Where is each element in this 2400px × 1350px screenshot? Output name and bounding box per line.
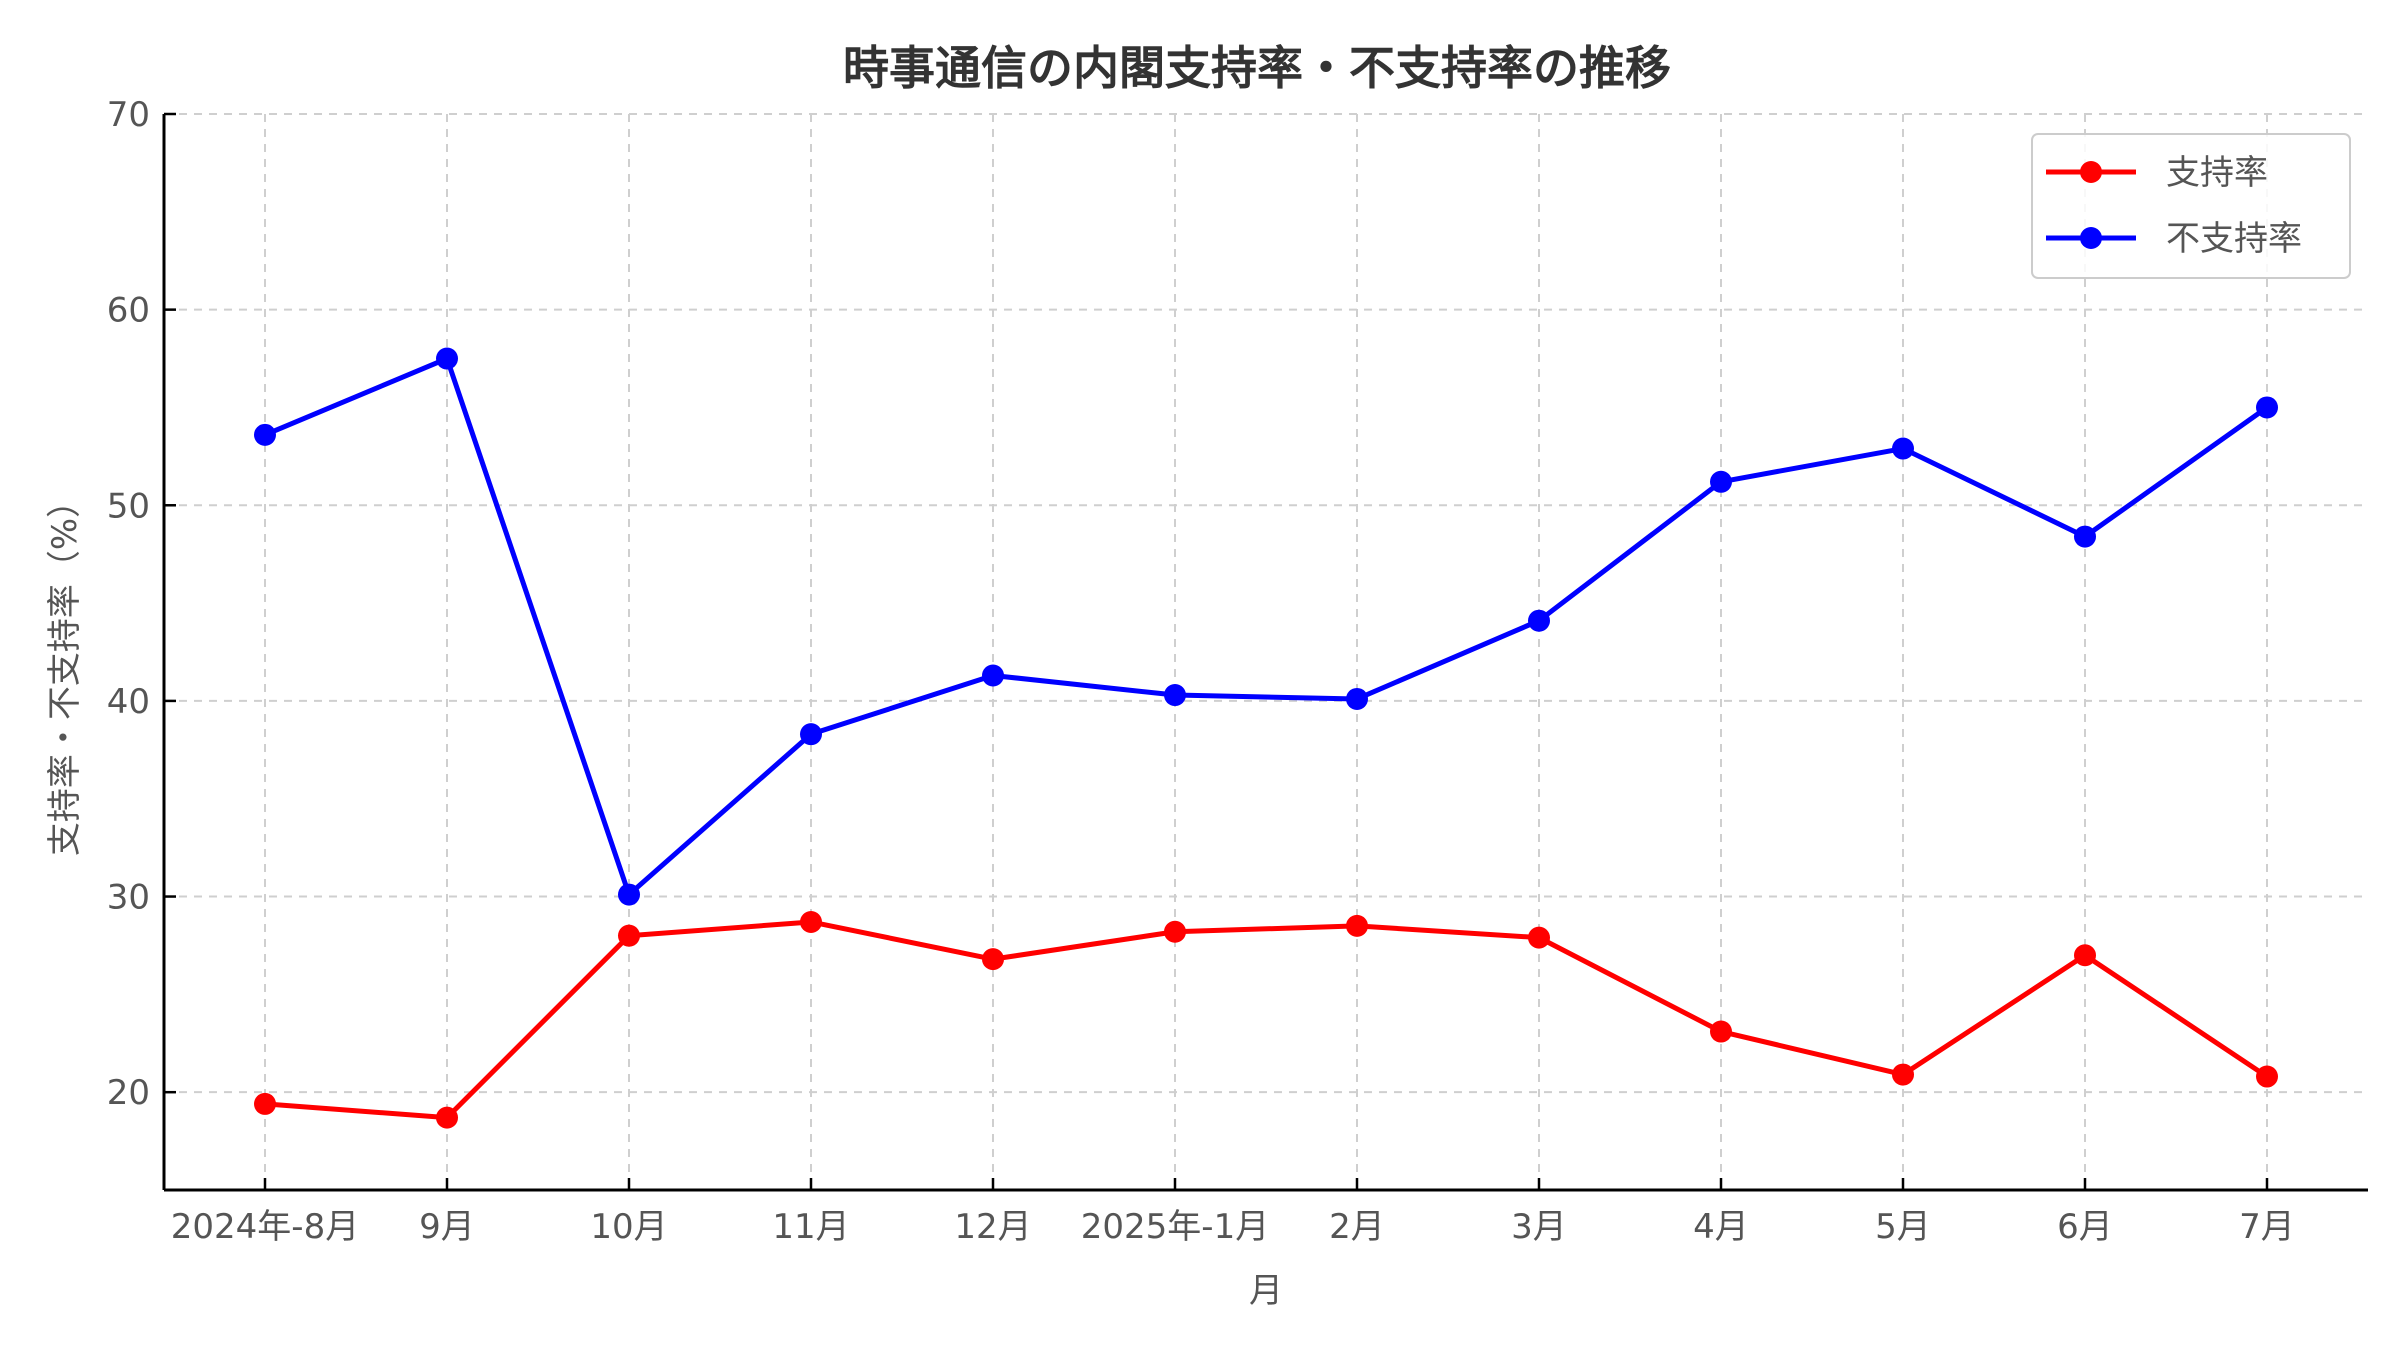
x-tick-label: 5月 xyxy=(1875,1207,1931,1247)
tick-labels: 20 30 40 50 60 70 2024年-8月 9月 10月 11月 12月 2025年-1月 2… xyxy=(107,95,2295,1247)
x-tick-label: 7月 xyxy=(2239,1207,2295,1247)
x-tick-label: 2025年-1月 xyxy=(1081,1207,1269,1247)
data-point xyxy=(1528,609,1550,632)
x-tick-label: 4月 xyxy=(1693,1207,1749,1247)
x-tick-label: 2024年-8月 xyxy=(171,1207,359,1247)
x-axis-label: 月 xyxy=(1249,1271,1283,1311)
data-point xyxy=(1164,920,1186,943)
x-tick-label: 2月 xyxy=(1329,1207,1385,1247)
y-tick-label: 20 xyxy=(107,1073,150,1113)
data-point xyxy=(254,1092,276,1115)
data-point xyxy=(1346,687,1368,710)
data-point xyxy=(436,1106,458,1129)
data-point xyxy=(254,423,276,446)
data-point xyxy=(618,924,640,947)
axes xyxy=(162,114,2368,1192)
data-point xyxy=(618,883,640,906)
x-tick-label: 9月 xyxy=(419,1207,475,1247)
chart-title: 時事通信の内閣支持率・不支持率の推移 xyxy=(843,41,1671,95)
series-lines xyxy=(254,347,2278,1129)
data-point xyxy=(2256,1065,2278,1088)
y-tick-label: 50 xyxy=(107,486,150,526)
data-point xyxy=(800,910,822,933)
legend-label: 支持率 xyxy=(2166,153,2268,193)
x-tick-label: 3月 xyxy=(1511,1207,1567,1247)
y-tick-label: 30 xyxy=(107,878,150,918)
data-point xyxy=(982,948,1004,971)
data-point xyxy=(1346,914,1368,937)
data-point xyxy=(2074,944,2096,967)
data-point xyxy=(982,664,1004,687)
data-point xyxy=(1892,1063,1914,1086)
y-axis-label: 支持率・不支持率（%） xyxy=(45,484,85,856)
y-tick-label: 70 xyxy=(107,95,150,135)
data-point xyxy=(436,347,458,370)
y-tick-label: 60 xyxy=(107,291,150,331)
data-point xyxy=(1528,926,1550,949)
data-point xyxy=(2074,525,2096,548)
data-point xyxy=(1710,470,1732,493)
x-tick-label: 12月 xyxy=(954,1207,1031,1247)
data-point xyxy=(800,723,822,746)
series-disapproval xyxy=(254,347,2278,906)
series-line xyxy=(264,356,2269,898)
data-point xyxy=(1892,437,1914,460)
x-tick-label: 10月 xyxy=(590,1207,667,1247)
legend-swatch-marker xyxy=(2080,227,2102,249)
legend-swatch-marker xyxy=(2080,161,2102,183)
data-point xyxy=(1710,1020,1732,1043)
legend-label: 不支持率 xyxy=(2166,219,2302,259)
y-tick-label: 40 xyxy=(107,682,150,722)
data-point xyxy=(2256,396,2278,419)
x-tick-label: 11月 xyxy=(772,1207,849,1247)
data-point xyxy=(1164,684,1186,707)
series-line xyxy=(264,919,2269,1121)
grid-lines xyxy=(164,113,2368,1190)
x-tick-label: 6月 xyxy=(2057,1207,2113,1247)
series-approval xyxy=(254,910,2278,1129)
